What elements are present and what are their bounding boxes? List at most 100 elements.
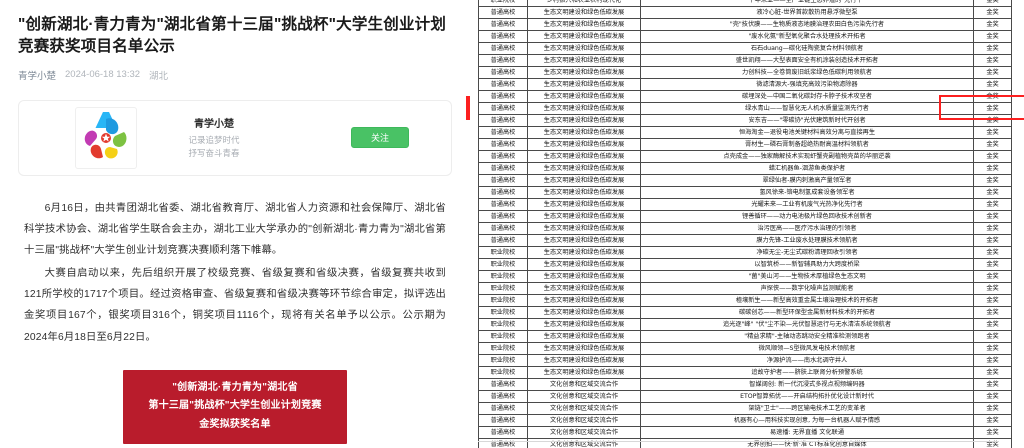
cell-award: 金奖 bbox=[973, 174, 1012, 187]
article-paragraph: 6月16日，由共青团湖北省委、湖北省教育厅、湖北省人力资源和社会保障厅、湖北省科… bbox=[24, 202, 446, 257]
cell-track: 生态文明建设和绿色低碳发展 bbox=[527, 198, 641, 211]
cell-award: 金奖 bbox=[973, 102, 1012, 115]
table-row: 普通高校 文化创意和区域交流合作 无界创拍——快·新·准 CT标准化创意自媒体 金奖 bbox=[478, 438, 1012, 448]
table-row: 职业院校 生态文明建设和绿色低碳发展 "精益求精"-主轴动态跳动安全精准检测领跑者金… bbox=[478, 330, 1012, 343]
cell-award: 金奖 bbox=[973, 354, 1012, 367]
table-row: 普通高校 生态文明建设和绿色低碳发展 翠绿仙者-膜内刺激高产量领军者 金奖 bbox=[478, 174, 1012, 187]
cell-school-type: 职业院校 bbox=[478, 258, 528, 271]
cell-award: 金奖 bbox=[973, 318, 1012, 331]
cell-track: 生态文明建设和绿色低碳发展 bbox=[527, 210, 641, 223]
table-row: 普通高校 生态文明建设和绿色低碳发展 治污医高——医疗污水治理的引领者 金奖 bbox=[478, 222, 1012, 235]
cell-school-type: 普通高校 bbox=[478, 6, 528, 19]
avatar[interactable] bbox=[75, 106, 137, 169]
cell-track: 文化创意和区域交流合作 bbox=[527, 438, 641, 448]
cell-project-name: 无界创拍——快·新·准 CT标准化创意自媒体 bbox=[640, 438, 974, 448]
follow-button[interactable]: 关注 bbox=[351, 127, 409, 149]
cell-award: 金奖 bbox=[973, 78, 1012, 91]
cell-project-name: 氢风徐来-铬电制氢成套设备领军者 bbox=[640, 186, 974, 199]
table-row: 职业院校 生态文明建设和绿色低碳发展 追故守护者——脐肤上联肾分析预警系统 金奖 bbox=[478, 366, 1012, 379]
table-row: 普通高校 生态文明建设和绿色低碳发展 盛世凯翔——大型表面安全有机涂装创造技术开拓者… bbox=[478, 54, 1012, 67]
cell-track: 生态文明建设和绿色低碳发展 bbox=[527, 30, 641, 43]
cell-project-name: 微风顺领—S型微风发电技术领航者 bbox=[640, 342, 974, 355]
table-row: 普通高校 生态文明建设和绿色低碳发展 膏材生—磷石膏制备超绝热耐高温材料领航者 金奖 bbox=[478, 138, 1012, 151]
cell-award: 金奖 bbox=[973, 150, 1012, 163]
table-row: 职业院校 生态文明建设和绿色低碳发展 楂壤新生——新型高效重金属土壤治理技术的开拓者… bbox=[478, 294, 1012, 307]
cell-project-name: 追故守护者——脐肤上联肾分析预警系统 bbox=[640, 366, 974, 379]
cell-award: 金奖 bbox=[973, 210, 1012, 223]
table-row: 普通高校 生态文明建设和绿色低碳发展 蜡汇机器鱼-洄游鱼类保护者 金奖 bbox=[478, 162, 1012, 175]
table-row: 普通高校 生态文明建设和绿色低碳发展 安东吉——"零碳协"光伏建筑新时代开创者 金奖 bbox=[478, 114, 1012, 127]
cell-award: 金奖 bbox=[973, 366, 1012, 379]
cell-award: 金奖 bbox=[973, 114, 1012, 127]
table-row: 普通高校 生态文明建设和绿色低碳发展 氢风徐来-铬电制氢成套设备领军者 金奖 bbox=[478, 186, 1012, 199]
cell-track: 生态文明建设和绿色低碳发展 bbox=[527, 354, 641, 367]
table-row: 普通高校 生态文明建设和绿色低碳发展 "废水化氨"新型氧化聚合水处理技术开拓者 金奖 bbox=[478, 30, 1012, 43]
cell-project-name: 翠绿仙者-膜内刺激高产量领军者 bbox=[640, 174, 974, 187]
cell-school-type: 普通高校 bbox=[478, 18, 528, 31]
cell-school-type: 普通高校 bbox=[478, 210, 528, 223]
cell-track: 生态文明建设和绿色低碳发展 bbox=[527, 306, 641, 319]
cell-track: 生态文明建设和绿色低碳发展 bbox=[527, 258, 641, 271]
author-card[interactable]: 青学小楚 记录追梦时代 抒写奋斗青春 关注 bbox=[18, 99, 452, 176]
table-row: 职业院校 生态文明建设和绿色低碳发展 净源护流——南水北调守井人 金奖 bbox=[478, 354, 1012, 367]
cell-project-name: 光耀未来—工业有机废气光热净化先行者 bbox=[640, 198, 974, 211]
cell-award: 金奖 bbox=[973, 30, 1012, 43]
cell-track: 生态文明建设和绿色低碳发展 bbox=[527, 294, 641, 307]
cell-project-name: 净源护流——南水北调守井人 bbox=[640, 354, 974, 367]
cell-track: 文化创意和区域交流合作 bbox=[527, 378, 641, 391]
cell-project-name: "废水化氨"新型氧化聚合水处理技术开拓者 bbox=[640, 30, 974, 43]
cell-school-type: 普通高校 bbox=[478, 114, 528, 127]
cell-school-type: 普通高校 bbox=[478, 234, 528, 247]
cell-award: 金奖 bbox=[973, 162, 1012, 175]
author-name: 青学小楚 bbox=[194, 119, 234, 131]
cell-school-type: 普通高校 bbox=[478, 150, 528, 163]
cell-project-name: "精益求精"-主轴动态跳动安全精准检测领跑者 bbox=[640, 330, 974, 343]
cell-project-name: 碳埋深处—中国二氧化碳封存卡脖子技术攻坚者 bbox=[640, 90, 974, 103]
cell-school-type: 普通高校 bbox=[478, 102, 528, 115]
cell-school-type: 职业院校 bbox=[478, 294, 528, 307]
article-source[interactable]: 青学小楚 bbox=[18, 70, 57, 82]
cell-project-name: 绿水青山——智慧化无人机水质量监测先行者 bbox=[640, 102, 974, 115]
author-desc-line2: 抒写奋斗青春 bbox=[188, 148, 240, 159]
cell-award: 金奖 bbox=[973, 6, 1012, 19]
cell-school-type: 普通高校 bbox=[478, 438, 528, 448]
cell-track: 生态文明建设和绿色低碳发展 bbox=[527, 222, 641, 235]
cell-award: 金奖 bbox=[973, 66, 1012, 79]
award-list-banner: "创新湖北·青力青为"湖北省 第十三届"挑战杯"大学生创业计划竞赛 金奖拟获奖名… bbox=[123, 369, 347, 445]
cell-award: 金奖 bbox=[973, 342, 1012, 355]
table-row: 普通高校 生态文明建设和绿色低碳发展 碳埋深处—中国二氧化碳封存卡脖子技术攻坚者 金奖 bbox=[478, 90, 1012, 103]
cell-award: 金奖 bbox=[973, 438, 1012, 448]
table-row: 普通高校 文化创意和区域交流合作 机器有心—用科技实现创意, 为每一台机器人赋予情感… bbox=[478, 414, 1012, 427]
cell-project-name: 治污医高——医疗污水治理的引领者 bbox=[640, 222, 974, 235]
cell-track: 文化创意和区域交流合作 bbox=[527, 426, 641, 439]
cell-school-type: 普通高校 bbox=[478, 414, 528, 427]
cell-track: 生态文明建设和绿色低碳发展 bbox=[527, 234, 641, 247]
cell-project-name: 蜡汇机器鱼-洄游鱼类保护者 bbox=[640, 162, 974, 175]
cell-project-name: 架链"卫士"——跨区输电技术工艺的变革者 bbox=[640, 402, 974, 415]
table-row: 职业院校 生态文明建设和绿色低碳发展 微风顺领—S型微风发电技术领航者 金奖 bbox=[478, 342, 1012, 355]
cell-school-type: 普通高校 bbox=[478, 174, 528, 187]
cell-project-name: 膏材生—磷石膏制备超绝热耐高温材料领航者 bbox=[640, 138, 974, 151]
cell-track: 生态文明建设和绿色低碳发展 bbox=[527, 126, 641, 139]
highlight-edge-marker bbox=[466, 96, 470, 120]
table-row: 职业院校 生态文明建设和绿色低碳发展 净碳无尘-无尘式碳粉清理回收引领者 金奖 bbox=[478, 246, 1012, 259]
cell-project-name: 恒海淘金—退役电池关键材料高效分离与直接再生 bbox=[640, 126, 974, 139]
article-meta: 青学小楚 2024-06-18 13:32 湖北 bbox=[18, 68, 452, 82]
cell-project-name: 声探侠——数字化噪声监测赋能者 bbox=[640, 282, 974, 295]
cell-project-name: 力创科技—全卷筒废旧纸浆绿色低碳利用领航者 bbox=[640, 66, 974, 79]
table-row: 普通高校 生态文明建设和绿色低碳发展 锂善循环——动力电池极片绿色回收技术创新者 金奖 bbox=[478, 210, 1012, 223]
table-row: 职业院校 生态文明建设和绿色低碳发展 声探侠——数字化噪声监测赋能者 金奖 bbox=[478, 282, 1012, 295]
cell-award: 金奖 bbox=[973, 138, 1012, 151]
cell-school-type: 普通高校 bbox=[478, 222, 528, 235]
table-row: 普通高校 文化创意和区域交流合作 架链"卫士"——跨区输电技术工艺的变革者 金奖 bbox=[478, 402, 1012, 415]
cell-school-type: 普通高校 bbox=[478, 186, 528, 199]
cell-project-name: 锂善循环——动力电池极片绿色回收技术创新者 bbox=[640, 210, 974, 223]
table-row: 普通高校 生态文明建设和绿色低碳发展 恒海淘金—退役电池关键材料高效分离与直接再生金… bbox=[478, 126, 1012, 139]
cell-school-type: 职业院校 bbox=[478, 246, 528, 259]
cell-award: 金奖 bbox=[973, 90, 1012, 103]
cell-project-name: 安东吉——"零碳协"光伏建筑新时代开创者 bbox=[640, 114, 974, 127]
article-pane: "创新湖北·青力青为"湖北省第十三届"挑战杯"大学生创业计划竞赛获奖项目名单公示… bbox=[0, 0, 470, 448]
cell-school-type: 普通高校 bbox=[478, 426, 528, 439]
cell-award: 金奖 bbox=[973, 18, 1012, 31]
